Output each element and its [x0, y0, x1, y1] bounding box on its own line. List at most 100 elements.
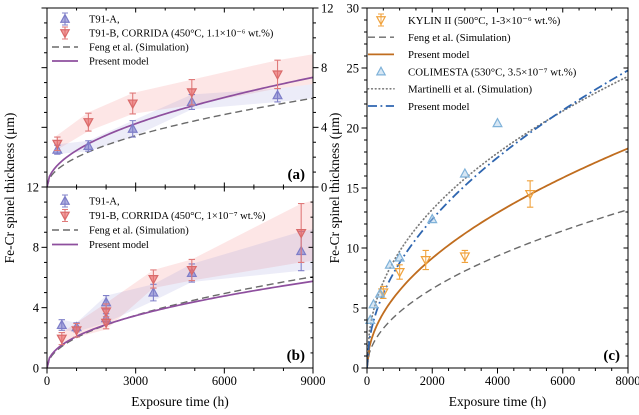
legend-label: T91-B, CORRIDA (450°C, 1×10⁻⁷ wt.%): [89, 211, 266, 222]
legend-label: Present model: [408, 49, 469, 61]
marker-triangle-down: [272, 70, 283, 81]
marker-triangle-up: [374, 287, 386, 298]
marker-triangle-down: [186, 88, 198, 99]
series-points: [377, 180, 536, 299]
legend-label: Martinelli et al. (Simulation): [408, 84, 533, 96]
legend-marker: [59, 195, 71, 205]
panel-letter-a: (a): [288, 167, 306, 183]
y-tick-label: 4: [321, 121, 328, 135]
legend-label: Present model: [89, 57, 149, 68]
legend-label: Feng et al. (Simulation): [408, 32, 511, 44]
marker-triangle-up: [82, 140, 94, 150]
x-tick-label: 0: [364, 374, 370, 388]
left-y-axis-label: Fe-Cr spinel thickness (μm): [2, 113, 17, 264]
error-bar: [526, 180, 534, 208]
y-tick-label: 0: [33, 361, 39, 375]
marker-triangle-down: [420, 255, 432, 266]
marker-triangle-down: [100, 318, 112, 329]
panel-frame: [366, 7, 629, 369]
marker-triangle-down: [100, 307, 112, 318]
y-tick-label: 25: [347, 61, 360, 75]
y-tick-label: 8: [321, 61, 327, 75]
legend-label: T91-B, CORRIDA (450°C, 1.1×10⁻⁶ wt.%): [89, 29, 274, 40]
marker-triangle-down: [295, 229, 307, 239]
right-x-axis-label: Exposure time (h): [449, 394, 546, 409]
panel-a: 0 4 8 12 (a) T91-A, T91-B, CORRIDA (450°C, 1.1…: [41, 1, 334, 194]
marker-triangle-down: [148, 275, 159, 285]
y-tick-label: 0: [321, 180, 327, 194]
legend-label: Feng et al. (Simulation): [89, 226, 189, 237]
tick-labels: 0 3000 6000 9000 0 4 8 12: [27, 180, 326, 388]
legend-label: KYLIN II (500°C, 1-3×10⁻⁶ wt.%): [408, 15, 561, 27]
legend-marker: [59, 13, 71, 23]
marker-triangle-down: [186, 265, 198, 276]
marker-triangle-up: [148, 286, 159, 297]
y-tick-label: 15: [347, 181, 360, 195]
marker-triangle-up: [384, 258, 396, 269]
y-tick-label: 30: [347, 1, 360, 15]
marker-triangle-down: [56, 334, 68, 345]
marker-triangle-up: [127, 122, 139, 133]
x-tick-label: 3000: [123, 374, 148, 388]
y-tick-label: 4: [33, 301, 40, 315]
marker-triangle-down: [524, 189, 536, 200]
series-points: [364, 117, 503, 325]
curve-solid: [47, 280, 313, 368]
panel-letter-c: (c): [603, 348, 620, 364]
legend-label: Feng et al. (Simulation): [89, 43, 189, 54]
legend-label: T91-A,: [89, 197, 120, 208]
curve-dashdot: [367, 69, 628, 368]
legend-label: Present model: [89, 240, 149, 251]
legend-marker: [375, 65, 387, 76]
marker-triangle-up: [492, 117, 503, 128]
marker-triangle-down: [459, 252, 471, 263]
ticks: [361, 7, 629, 374]
x-tick-label: 6000: [212, 374, 237, 388]
curve-solid: [367, 147, 628, 368]
marker-triangle-down: [51, 139, 63, 150]
legend-b: T91-A, T91-B, CORRIDA (450°C, 1×10⁻⁷ wt.%…: [52, 194, 266, 251]
marker-triangle-down: [71, 326, 82, 337]
left-x-axis-label: Exposure time (h): [131, 394, 228, 409]
marker-triangle-up: [394, 251, 406, 262]
legend-label: Present model: [408, 101, 469, 113]
curve-dashed: [367, 208, 628, 368]
marker-triangle-up: [272, 89, 283, 100]
ticks: [41, 186, 314, 374]
y-tick-label: 8: [33, 241, 39, 255]
legend-c: KYLIN II (500°C, 1-3×10⁻⁶ wt.%) Feng et a…: [367, 13, 577, 113]
curve-solid: [47, 76, 313, 187]
y-tick-label: 12: [27, 180, 40, 194]
band-t91a-spread: [55, 84, 313, 155]
x-tick-label: 2000: [420, 374, 445, 388]
x-tick-label: 6000: [550, 374, 575, 388]
curve-dotted: [367, 75, 628, 368]
marker-triangle-up: [459, 167, 471, 178]
band-t91a-spread: [61, 229, 313, 332]
legend-label: COLIMESTA (530°C, 3.5×10⁻⁷ wt.%): [408, 66, 577, 78]
series-points: [51, 59, 283, 152]
y-tick-label: 10: [347, 241, 360, 255]
tick-labels: 0 4 8 12: [321, 1, 334, 194]
x-tick-label: 8000: [616, 374, 639, 388]
y-tick-label: 12: [321, 1, 334, 15]
legend-a: T91-A, T91-B, CORRIDA (450°C, 1.1×10⁻⁶ wt…: [52, 12, 274, 68]
marker-triangle-down: [127, 99, 139, 110]
error-bar: [422, 249, 429, 271]
panel-c: 0 2000 4000 6000 8000 0 5 10 15 20 25 30 (c) KYLIN II…: [347, 1, 639, 388]
legend-label: T91-A,: [89, 15, 120, 26]
marker-triangle-up: [368, 298, 379, 309]
y-tick-label: 5: [353, 301, 359, 315]
panel-b: 0 3000 6000 9000 0 4 8 12 (b) T91-A, T91-B, CORRID…: [27, 180, 326, 388]
y-tick-label: 20: [347, 121, 360, 135]
legend-marker: [59, 211, 71, 222]
series-points: [51, 88, 283, 155]
legend-marker: [59, 29, 71, 39]
marker-triangle-down: [394, 267, 406, 278]
marker-triangle-up: [426, 213, 438, 224]
series-points: [56, 203, 307, 346]
marker-triangle-up: [364, 314, 376, 325]
x-tick-label: 0: [44, 374, 50, 388]
